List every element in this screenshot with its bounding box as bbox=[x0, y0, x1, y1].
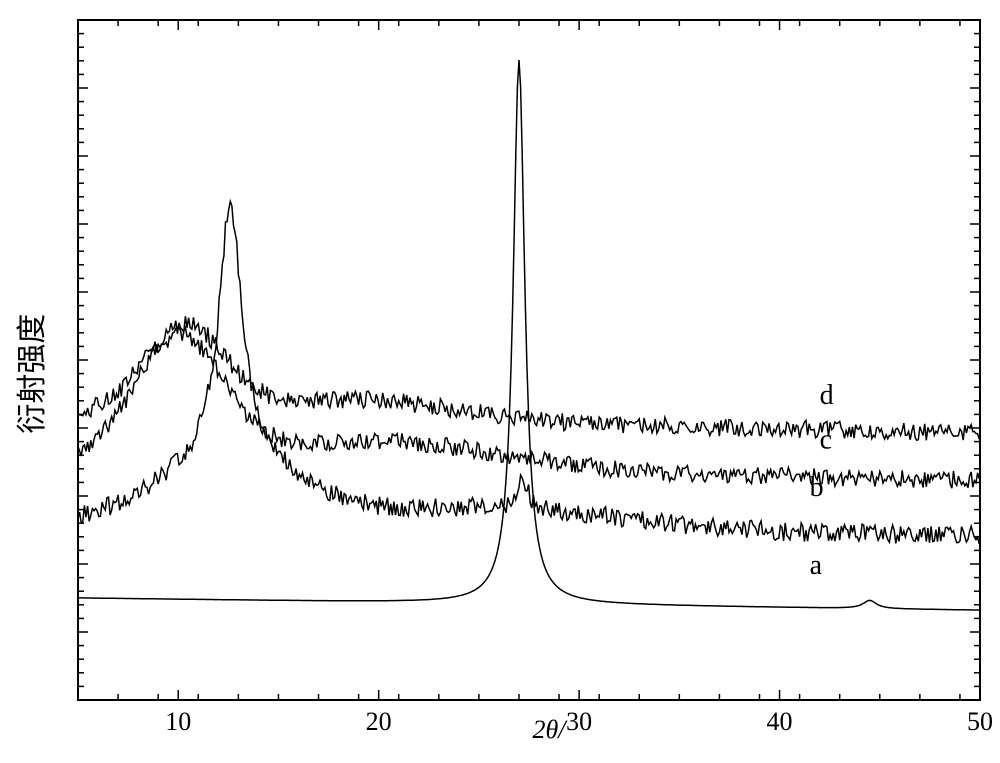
svg-text:2θ/: 2θ/ bbox=[533, 715, 569, 744]
series-label-a: a bbox=[810, 550, 823, 581]
svg-text:20: 20 bbox=[366, 707, 392, 736]
svg-text:衍射强度: 衍射强度 bbox=[16, 314, 49, 434]
series-label-d: d bbox=[820, 380, 834, 411]
svg-text:10: 10 bbox=[165, 707, 191, 736]
xrd-chart: 10203040502θ/衍射强度abcd bbox=[0, 0, 1000, 763]
svg-text:50: 50 bbox=[967, 707, 993, 736]
svg-text:30: 30 bbox=[566, 707, 592, 736]
chart-svg: 10203040502θ/衍射强度abcd bbox=[0, 0, 1000, 763]
series-label-b: b bbox=[810, 472, 824, 503]
svg-text:40: 40 bbox=[767, 707, 793, 736]
